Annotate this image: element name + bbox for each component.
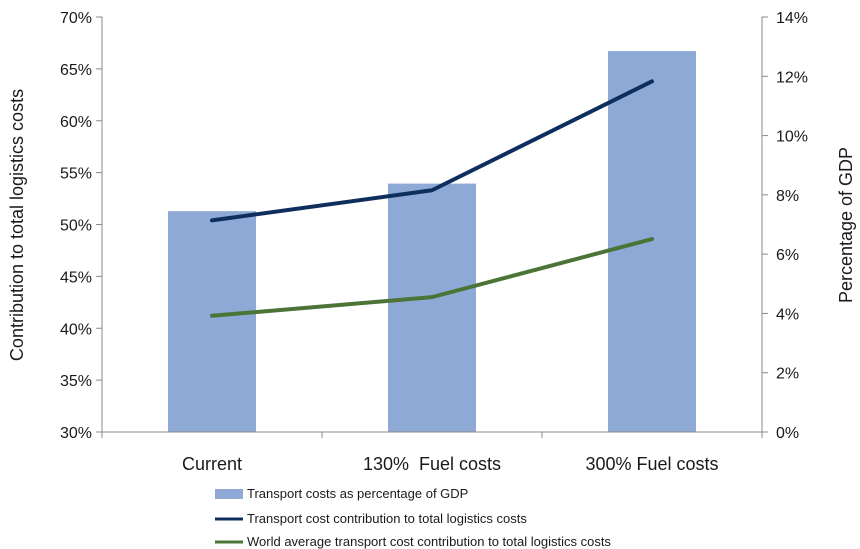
left-tick-label: 55% [60, 166, 92, 183]
line-series-1 [210, 237, 654, 318]
category-label: 300% Fuel costs [585, 454, 718, 474]
right-tick-label: 6% [776, 247, 799, 264]
left-tick-label: 50% [60, 218, 92, 235]
left-tick-label: 65% [60, 62, 92, 79]
bar-2 [608, 51, 696, 432]
right-axis-title: Percentage of GDP [836, 147, 856, 303]
bar-series-gdp [168, 51, 696, 432]
left-axis-title: Contribution to total logistics costs [7, 89, 27, 361]
category-labels: Current 130% Fuel costs 300% Fuel costs [182, 454, 719, 474]
left-tick-label: 45% [60, 269, 92, 286]
category-label: Current [182, 454, 242, 474]
right-axis-ticks: 0% 2% 4% 6% 8% 10% 12% 14% [762, 10, 808, 442]
legend-label-logistics: Transport cost contribution to total log… [247, 511, 527, 526]
legend-swatch-gdp [215, 489, 243, 499]
left-tick-label: 70% [60, 10, 92, 27]
line-series [210, 79, 654, 318]
line-series-0 [210, 79, 654, 223]
left-axis-ticks: 30% 35% 40% 45% 50% 55% 60% 65% 70% [60, 10, 102, 442]
left-tick-label: 35% [60, 373, 92, 390]
legend-label-world-average: World average transport cost contributio… [247, 534, 611, 549]
left-tick-label: 40% [60, 321, 92, 338]
category-label: 130% Fuel costs [363, 454, 501, 474]
right-tick-label: 8% [776, 188, 799, 205]
right-tick-label: 2% [776, 366, 799, 383]
left-tick-label: 30% [60, 425, 92, 442]
legend-label-gdp: Transport costs as percentage of GDP [247, 486, 468, 501]
legend: Transport costs as percentage of GDP Tra… [215, 486, 611, 549]
right-tick-label: 4% [776, 306, 799, 323]
right-tick-label: 10% [776, 129, 808, 146]
bar-0 [168, 211, 256, 432]
left-tick-label: 60% [60, 114, 92, 131]
right-tick-label: 14% [776, 10, 808, 27]
right-tick-label: 0% [776, 425, 799, 442]
right-tick-label: 12% [776, 69, 808, 86]
bar-1 [388, 183, 476, 432]
